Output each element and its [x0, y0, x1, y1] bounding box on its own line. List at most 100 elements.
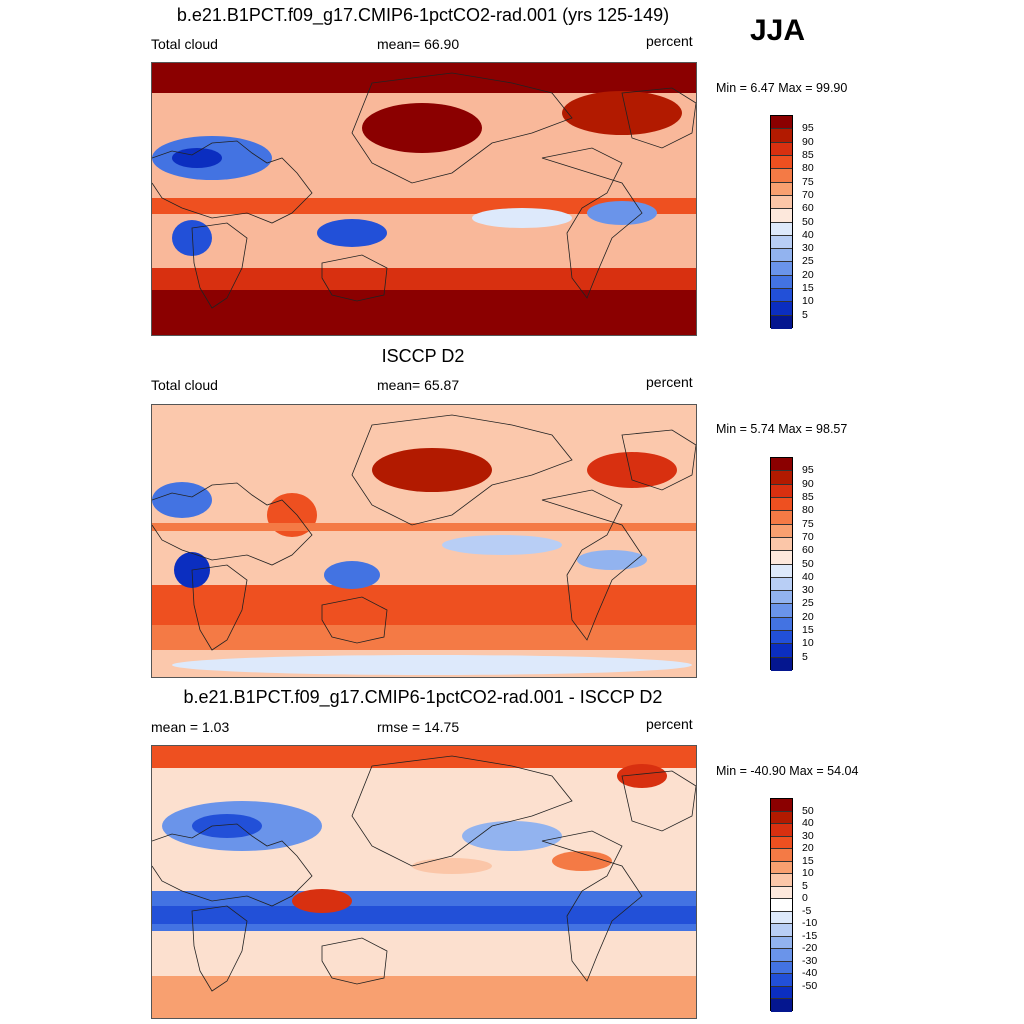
colorbar-swatch — [771, 631, 792, 645]
panel-1-colorbar — [770, 115, 793, 329]
colorbar-tick-label: 50 — [802, 215, 814, 228]
colorbar-swatch — [771, 564, 792, 578]
colorbar-swatch — [771, 899, 792, 912]
colorbar-swatch — [771, 155, 792, 170]
colorbar-swatch — [771, 524, 792, 538]
panel-3-title: b.e21.B1PCT.f09_g17.CMIP6-1pctCO2-rad.00… — [183, 687, 663, 707]
colorbar-tick-label: 5 — [802, 308, 808, 321]
colorbar-swatch — [771, 617, 792, 632]
panel-3-map-svg — [152, 746, 696, 1018]
colorbar-swatch — [771, 302, 792, 316]
colorbar-swatch — [771, 537, 792, 552]
colorbar-swatch — [771, 924, 792, 937]
panel-2-map — [151, 404, 697, 678]
colorbar-swatch — [771, 116, 792, 130]
colorbar-tick-label: 95 — [802, 464, 814, 477]
colorbar-tick-label: 70 — [802, 530, 814, 543]
season-label: JJA — [750, 14, 806, 47]
colorbar-swatch — [771, 911, 792, 925]
colorbar-swatch — [771, 315, 792, 329]
panel-3-units-label: percent — [646, 716, 693, 732]
colorbar-swatch — [771, 849, 792, 862]
colorbar-swatch — [771, 949, 792, 962]
colorbar-swatch — [771, 657, 792, 671]
colorbar-tick-label: 90 — [802, 477, 814, 490]
colorbar-swatch — [771, 604, 792, 618]
colorbar-tick-label: 40 — [802, 817, 814, 830]
colorbar-tick-label: 75 — [802, 517, 814, 530]
colorbar-swatch — [771, 142, 792, 156]
colorbar-tick-label: 40 — [802, 570, 814, 583]
colorbar-tick-label: -5 — [802, 904, 812, 917]
panel-3-colorbar — [770, 798, 793, 1012]
colorbar-swatch — [771, 799, 792, 812]
colorbar-swatch — [771, 551, 792, 565]
colorbar-tick-label: 15 — [802, 282, 814, 295]
colorbar-swatch — [771, 936, 792, 950]
colorbar-swatch — [771, 169, 792, 183]
colorbar-swatch — [771, 262, 792, 276]
colorbar-tick-label: -50 — [802, 979, 818, 992]
colorbar-swatch — [771, 999, 792, 1012]
colorbar-swatch — [771, 289, 792, 303]
colorbar-swatch — [771, 195, 792, 210]
panel-3-rmse-label: rmse = 14.75 — [377, 719, 460, 735]
colorbar-tick-label: 10 — [802, 867, 814, 880]
colorbar-swatch — [771, 511, 792, 525]
colorbar-tick-label: 90 — [802, 135, 814, 148]
colorbar-tick-label: 70 — [802, 188, 814, 201]
colorbar-tick-label: 25 — [802, 597, 814, 610]
colorbar-tick-label: 85 — [802, 490, 814, 503]
colorbar-tick-label: -10 — [802, 917, 818, 930]
colorbar-swatch — [771, 222, 792, 236]
panel-2-title: ISCCP D2 — [381, 346, 465, 366]
colorbar-tick-label: 30 — [802, 584, 814, 597]
colorbar-tick-label: -30 — [802, 954, 818, 967]
colorbar-tick-label: 30 — [802, 242, 814, 255]
panel-2-variable-label: Total cloud — [151, 377, 218, 393]
colorbar-swatch — [771, 497, 792, 512]
panel-1-mean-label: mean= 66.90 — [377, 36, 460, 52]
colorbar-tick-label: -15 — [802, 929, 818, 942]
panel-1-minmax: Min = 6.47 Max = 99.90 — [716, 81, 848, 95]
colorbar-swatch — [771, 129, 792, 143]
colorbar-swatch — [771, 458, 792, 472]
colorbar-tick-label: 10 — [802, 637, 814, 650]
colorbar-tick-label: 30 — [802, 829, 814, 842]
colorbar-tick-label: 20 — [802, 842, 814, 855]
colorbar-swatch — [771, 249, 792, 263]
colorbar-tick-label: 50 — [802, 804, 814, 817]
panel-3-mean-label: mean = 1.03 — [151, 719, 230, 735]
colorbar-swatch — [771, 986, 792, 1000]
colorbar-swatch — [771, 974, 792, 987]
panel-2-map-svg — [152, 405, 696, 677]
panel-1-variable-label: Total cloud — [151, 36, 218, 52]
colorbar-tick-label: 80 — [802, 162, 814, 175]
colorbar-tick-label: 5 — [802, 879, 808, 892]
panel-1-units-label: percent — [646, 33, 693, 49]
panel-2-minmax: Min = 5.74 Max = 98.57 — [716, 422, 848, 436]
colorbar-swatch — [771, 577, 792, 592]
colorbar-swatch — [771, 182, 792, 196]
panel-1-title: b.e21.B1PCT.f09_g17.CMIP6-1pctCO2-rad.00… — [176, 5, 670, 25]
colorbar-tick-label: 85 — [802, 148, 814, 161]
colorbar-swatch — [771, 811, 792, 825]
colorbar-tick-label: -20 — [802, 942, 818, 955]
colorbar-swatch — [771, 275, 792, 290]
colorbar-tick-label: 95 — [802, 122, 814, 135]
colorbar-tick-label: 40 — [802, 228, 814, 241]
colorbar-tick-label: 10 — [802, 295, 814, 308]
panel-2-colorbar — [770, 457, 793, 671]
colorbar-tick-label: 75 — [802, 175, 814, 188]
colorbar-tick-label: 60 — [802, 544, 814, 557]
colorbar-tick-label: 5 — [802, 650, 808, 663]
colorbar-swatch — [771, 644, 792, 658]
colorbar-tick-label: 50 — [802, 557, 814, 570]
panel-1-map — [151, 62, 697, 336]
colorbar-swatch — [771, 961, 792, 975]
colorbar-swatch — [771, 591, 792, 605]
colorbar-tick-label: 25 — [802, 255, 814, 268]
colorbar-tick-label: 20 — [802, 610, 814, 623]
panel-3-minmax: Min = -40.90 Max = 54.04 — [716, 764, 859, 778]
colorbar-swatch — [771, 209, 792, 223]
